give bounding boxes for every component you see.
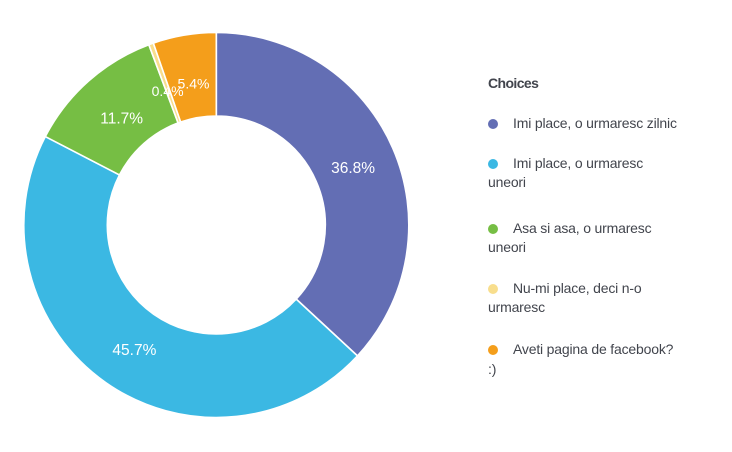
svg-text:45.7%: 45.7% [112, 342, 156, 359]
svg-text:36.8%: 36.8% [331, 160, 375, 177]
svg-text:0.4%: 0.4% [152, 83, 184, 99]
svg-text:5.4%: 5.4% [178, 76, 210, 92]
svg-text:11.7%: 11.7% [100, 110, 143, 127]
